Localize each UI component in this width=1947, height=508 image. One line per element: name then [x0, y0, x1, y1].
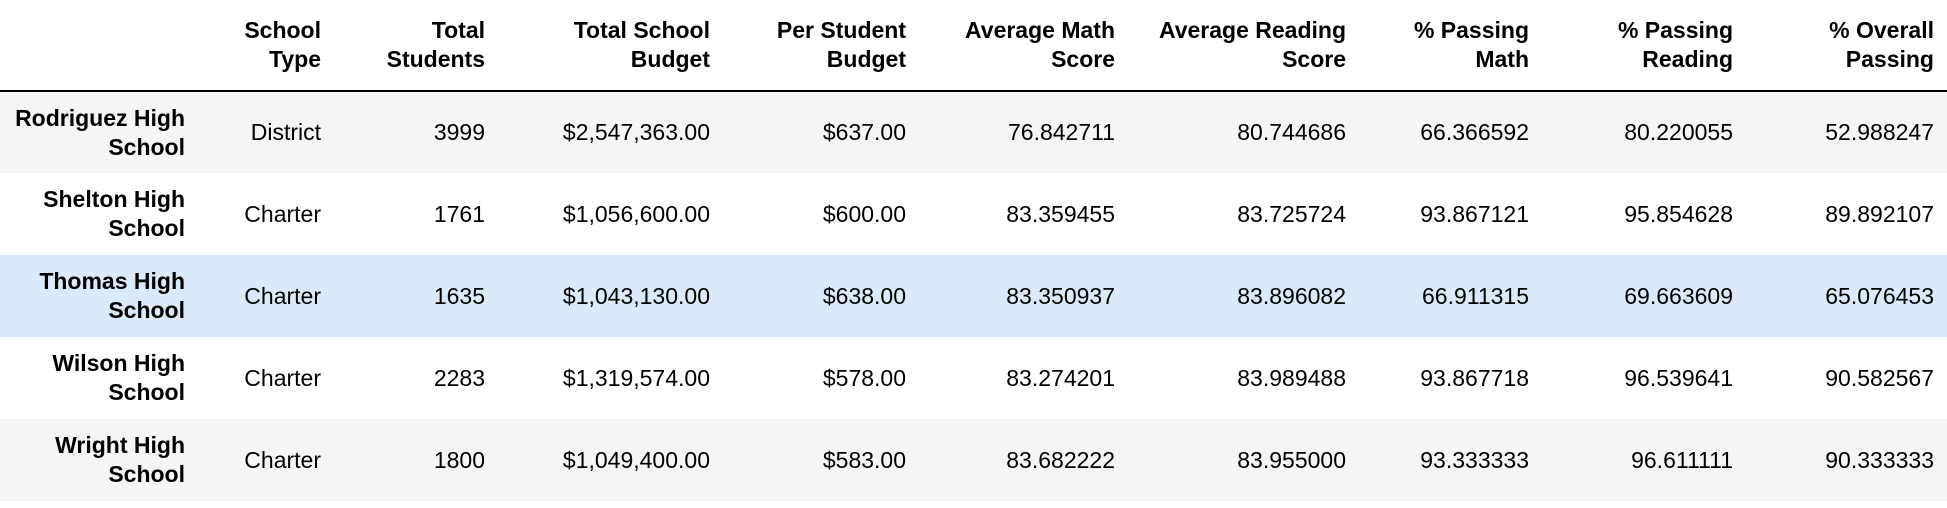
column-header-total-students: Total Students	[386, 17, 485, 72]
cell-school-type: District	[250, 119, 321, 145]
row-label-school: Shelton High School	[43, 186, 185, 241]
cell-per-student-budget: $638.00	[822, 282, 906, 309]
row-label-school: Wilson High School	[52, 350, 185, 405]
cell-total-students: 2283	[433, 364, 485, 391]
table-row-highlighted: Thomas High School Charter 1635 $1,043,1…	[0, 255, 1947, 337]
cell-pct-passing-math: 93.333333	[1420, 446, 1529, 473]
cell-total-school-budget: $1,056,600.00	[562, 200, 710, 227]
cell-average-math-score: 83.682222	[1006, 446, 1115, 473]
table-row: Rodriguez High School District 3999 $2,5…	[0, 91, 1947, 173]
table-row: Wright High School Charter 1800 $1,049,4…	[0, 419, 1947, 501]
column-header-total-school-budget: Total School Budget	[573, 17, 710, 72]
column-header-per-student-budget: Per Student Budget	[776, 17, 906, 72]
cell-pct-passing-reading: 96.539641	[1624, 364, 1733, 391]
cell-pct-passing-reading: 80.220055	[1624, 119, 1733, 145]
cell-total-students: 1800	[433, 446, 485, 473]
cell-pct-overall-passing: 89.892107	[1825, 200, 1934, 227]
cell-per-student-budget: $583.00	[822, 446, 906, 473]
column-header-pct-overall-passing: % Overall Passing	[1829, 17, 1934, 72]
column-header-pct-passing-math: % Passing Math	[1413, 17, 1529, 72]
cell-school-type: Charter	[244, 446, 321, 473]
cell-pct-overall-passing: 52.988247	[1825, 119, 1934, 145]
cell-school-type: Charter	[244, 200, 321, 227]
row-label-school: Thomas High School	[39, 268, 185, 323]
cell-pct-overall-passing: 90.582567	[1825, 364, 1934, 391]
cell-average-reading-score: 83.989488	[1237, 364, 1346, 391]
cell-total-school-budget: $2,547,363.00	[562, 119, 710, 145]
cell-total-students: 1761	[433, 200, 485, 227]
cell-total-school-budget: $1,043,130.00	[562, 282, 710, 309]
column-header-average-math-score: Average Math Score	[965, 17, 1115, 72]
column-header-school-type: School Type	[244, 17, 321, 72]
cell-per-student-budget: $637.00	[822, 119, 906, 145]
cell-pct-passing-reading: 69.663609	[1624, 282, 1733, 309]
cell-pct-passing-reading: 95.854628	[1624, 200, 1733, 227]
cell-pct-overall-passing: 65.076453	[1825, 282, 1934, 309]
cell-total-school-budget: $1,319,574.00	[562, 364, 710, 391]
cell-average-reading-score: 83.955000	[1237, 446, 1346, 473]
cell-total-students: 3999	[433, 119, 485, 145]
cell-pct-passing-reading: 96.611111	[1631, 446, 1733, 473]
cell-pct-passing-math: 66.366592	[1420, 119, 1529, 145]
cell-average-math-score: 83.359455	[1006, 200, 1115, 227]
column-header-index	[0, 0, 198, 91]
table-row: Wilson High School Charter 2283 $1,319,5…	[0, 337, 1947, 419]
cell-average-reading-score: 83.725724	[1237, 200, 1346, 227]
cell-school-type: Charter	[244, 282, 321, 309]
cell-pct-overall-passing: 90.333333	[1825, 446, 1934, 473]
table-row: Shelton High School Charter 1761 $1,056,…	[0, 173, 1947, 255]
row-label-school: Rodriguez High School	[15, 104, 185, 160]
cell-per-student-budget: $600.00	[822, 200, 906, 227]
cell-average-math-score: 83.350937	[1006, 282, 1115, 309]
cell-pct-passing-math: 66.911315	[1421, 282, 1529, 309]
cell-school-type: Charter	[244, 364, 321, 391]
cell-average-reading-score: 83.896082	[1237, 282, 1346, 309]
cell-total-school-budget: $1,049,400.00	[562, 446, 710, 473]
cell-average-math-score: 83.274201	[1006, 364, 1115, 391]
cell-pct-passing-math: 93.867121	[1420, 200, 1529, 227]
row-label-school: Wright High School	[55, 432, 185, 487]
cell-pct-passing-math: 93.867718	[1420, 364, 1529, 391]
cell-average-reading-score: 80.744686	[1237, 119, 1346, 145]
cell-average-math-score: 76.842711	[1007, 119, 1115, 145]
cell-per-student-budget: $578.00	[822, 364, 906, 391]
column-header-average-reading-score: Average Reading Score	[1158, 17, 1346, 72]
column-header-pct-passing-reading: % Passing Reading	[1617, 17, 1733, 72]
table-header-row: School Type Total Students Total School …	[0, 0, 1947, 91]
cell-total-students: 1635	[433, 282, 485, 309]
